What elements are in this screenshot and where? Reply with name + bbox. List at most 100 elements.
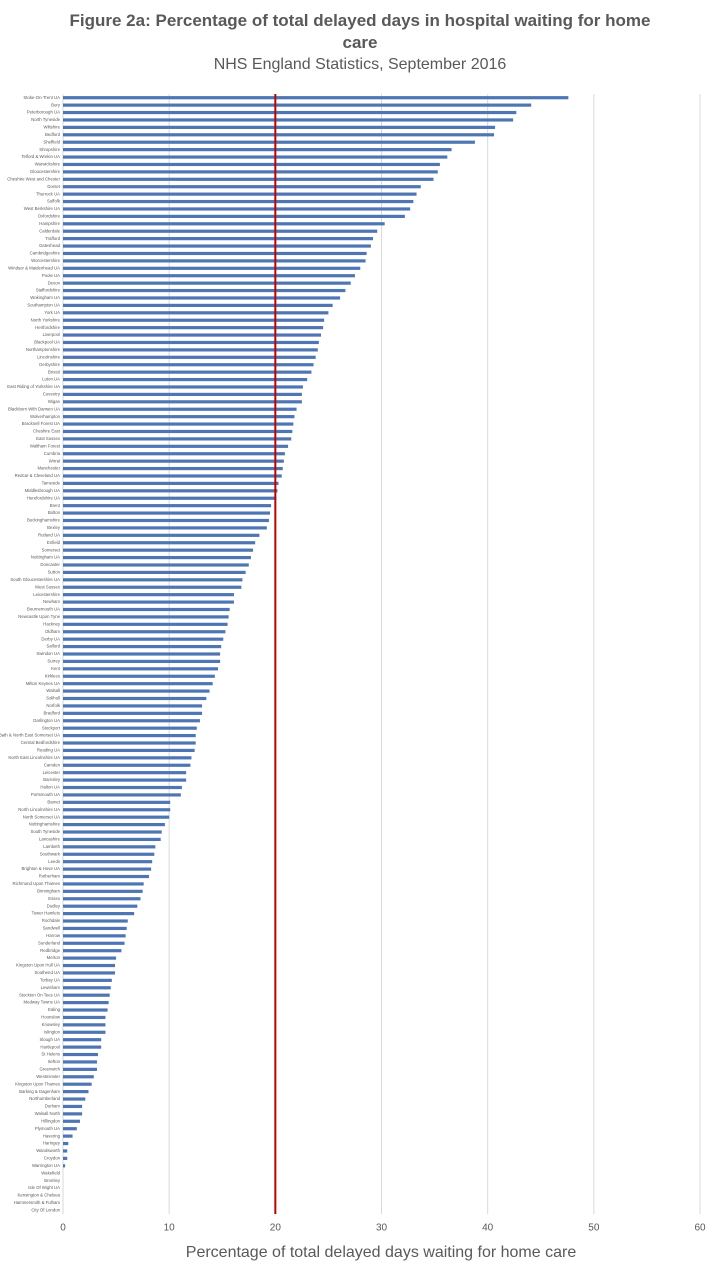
bar [63, 370, 312, 374]
y-tick-label: Birmingham [37, 888, 60, 893]
y-tick-label: Walsall North [35, 1111, 61, 1116]
y-tick-label: Cheshire East [33, 429, 61, 434]
bar [63, 110, 517, 115]
y-tick-label: Gloucestershire [30, 169, 61, 174]
bar [63, 1164, 66, 1168]
bar [63, 385, 303, 389]
bar [63, 719, 200, 723]
y-tick-label: Richmond Upon Thames [13, 881, 60, 886]
bar [63, 1045, 102, 1049]
y-tick-label: Derby UA [41, 636, 60, 641]
bar [63, 1156, 68, 1160]
y-tick-label: East Riding of Yorkshire UA [7, 384, 60, 389]
y-tick-label: Swindon UA [36, 651, 60, 656]
bar [63, 711, 203, 715]
y-tick-label: Barnsley [43, 777, 61, 782]
bar [63, 474, 282, 478]
bar [63, 1030, 106, 1034]
bar [63, 1149, 68, 1153]
bar [63, 266, 361, 270]
bar [63, 600, 234, 604]
y-tick-label: Waltham Forest [30, 443, 61, 448]
bar [63, 303, 333, 307]
bar [63, 674, 215, 678]
y-tick-label: Medway Towns UA [24, 1000, 61, 1005]
bar [63, 244, 371, 248]
bar [63, 251, 367, 256]
bar [63, 1008, 108, 1012]
bar [63, 956, 117, 960]
y-tick-label: York UA [44, 310, 60, 315]
y-tick-label: Wakefield [41, 1170, 60, 1175]
y-tick-label: Croydon [44, 1156, 61, 1161]
bar [63, 815, 170, 819]
bar [63, 148, 452, 152]
y-tick-label: Essex [48, 896, 61, 901]
bar [63, 696, 207, 701]
bar [63, 808, 171, 812]
y-tick-label: Norfolk [46, 703, 60, 708]
bar [63, 852, 155, 856]
y-tick-label: Sandwell [43, 926, 60, 931]
y-tick-label: Warwickshire [35, 162, 61, 167]
x-tick-label: 40 [482, 1223, 494, 1234]
y-tick-label: North Yorkshire [31, 317, 61, 322]
y-tick-label: Barking & Dagenham [19, 1089, 60, 1094]
bar [63, 333, 321, 337]
y-tick-label: Kingston Upon Thames [15, 1081, 60, 1086]
bar [63, 481, 279, 486]
bar [63, 185, 421, 189]
bar [63, 318, 325, 322]
y-tick-label: Bury [51, 102, 61, 107]
bar [63, 518, 269, 523]
bar [63, 192, 417, 196]
bar [63, 822, 165, 827]
bar [63, 607, 230, 612]
x-tick-label: 60 [694, 1223, 706, 1234]
y-tick-label: Greenwich [39, 1067, 60, 1072]
y-tick-label: Stoke-On-Trent UA [23, 95, 60, 100]
bar [63, 96, 569, 100]
y-tick-label: West Berkshire UA [24, 206, 60, 211]
y-tick-label: Windsor & Maidenhead UA [8, 265, 60, 270]
bar [63, 103, 532, 107]
y-tick-label: Torbay UA [40, 977, 60, 982]
y-tick-label: Southwark [40, 851, 61, 856]
y-tick-label: Wirral [49, 458, 60, 463]
bar [63, 644, 222, 649]
bar [63, 140, 475, 144]
y-tick-label: Rotherham [39, 874, 61, 879]
bar [63, 377, 308, 382]
bar [63, 1075, 94, 1079]
bar [63, 177, 434, 181]
chart-title: Figure 2a: Percentage of total delayed d… [69, 11, 651, 52]
bar [63, 949, 122, 953]
y-tick-label: Northumberland [29, 1096, 60, 1101]
x-tick-label: 50 [588, 1223, 600, 1234]
bar [63, 1090, 89, 1094]
bar [63, 400, 302, 404]
y-tick-label: Darlington UA [33, 718, 60, 723]
bar [63, 726, 197, 730]
bar [63, 459, 284, 463]
y-tick-label: Isle Of Wight UA [28, 1185, 60, 1190]
bar [63, 941, 125, 945]
y-tick-label: Manchester [38, 466, 61, 471]
bar [63, 363, 314, 367]
bar [63, 533, 260, 537]
y-tick-label: Cheshire West and Chester [7, 176, 60, 181]
bar [63, 912, 135, 916]
y-tick-label: Tameside [42, 481, 61, 486]
y-tick-label: Brighton & Hove UA [22, 866, 61, 871]
bar [63, 407, 297, 411]
y-tick-label: Bournemouth UA [27, 607, 60, 612]
y-tick-label: Trafford [45, 236, 60, 241]
y-tick-label: Westminster [36, 1074, 60, 1079]
bar [63, 622, 228, 626]
bar [63, 919, 128, 923]
bar [63, 615, 229, 619]
bar [63, 585, 242, 589]
y-tick-label: Leicestershire [33, 592, 60, 597]
y-tick-label: Tower Hamlets [32, 911, 60, 916]
